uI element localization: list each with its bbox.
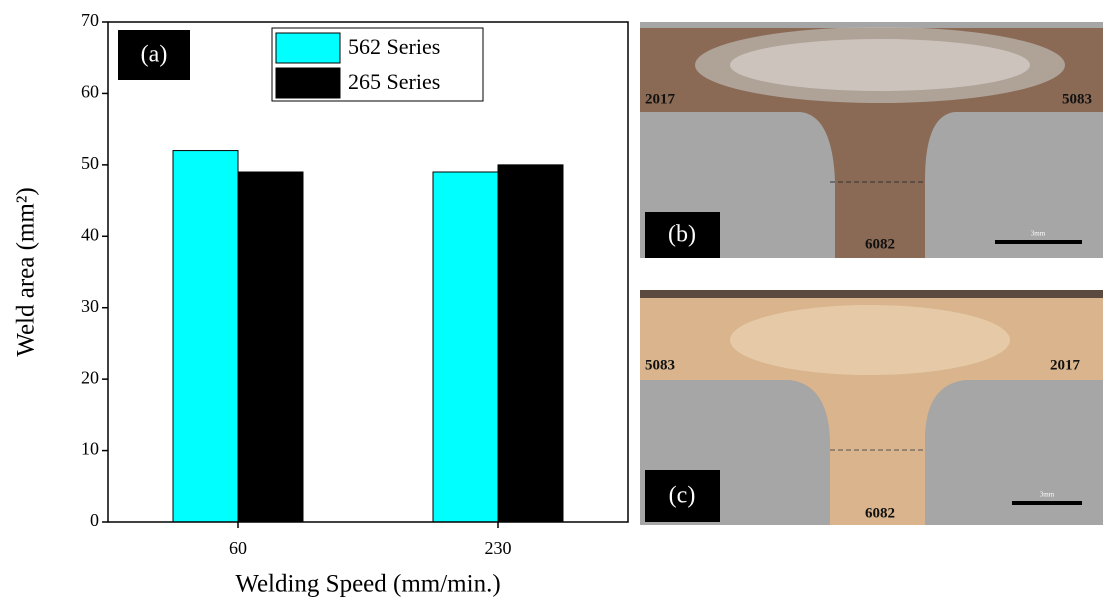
scale-label: 3mm bbox=[1040, 491, 1055, 499]
alloy-label: 5083 bbox=[1062, 91, 1092, 107]
legend-label: 265 Series bbox=[348, 69, 440, 94]
y-tick-label: 70 bbox=[81, 10, 99, 30]
x-tick-label: 60 bbox=[229, 538, 247, 558]
y-tick-label: 0 bbox=[90, 510, 99, 530]
y-tick-label: 50 bbox=[81, 153, 99, 173]
y-tick-label: 20 bbox=[81, 367, 99, 387]
x-tick-label: 230 bbox=[485, 538, 512, 558]
y-tick-label: 30 bbox=[81, 296, 99, 316]
bar bbox=[433, 172, 498, 522]
alloy-label: 5083 bbox=[645, 357, 675, 373]
alloy-label: 2017 bbox=[1050, 357, 1081, 373]
x-axis-label: Welding Speed (mm/min.) bbox=[235, 571, 500, 598]
panel-label: (a) bbox=[141, 42, 168, 68]
y-tick-label: 10 bbox=[81, 439, 99, 459]
micrograph-c: (c) 5083 2017 6082 3mm bbox=[640, 290, 1103, 525]
y-tick-label: 40 bbox=[81, 224, 99, 244]
legend-label: 562 Series bbox=[348, 34, 440, 59]
legend-swatch bbox=[276, 68, 340, 98]
panel-label: (c) bbox=[669, 483, 696, 509]
legend-swatch bbox=[276, 33, 340, 63]
figure: (b) 2017 5083 6082 3mm (c) 5083 2017 608… bbox=[0, 0, 1103, 605]
bar bbox=[238, 172, 303, 522]
y-tick-label: 60 bbox=[81, 82, 99, 102]
alloy-label: 2017 bbox=[645, 91, 676, 107]
alloy-label: 6082 bbox=[865, 236, 895, 252]
micrograph-b: (b) 2017 5083 6082 3mm bbox=[640, 22, 1103, 258]
panel-label: (b) bbox=[668, 222, 696, 248]
y-axis-label: Weld area (mm²) bbox=[13, 187, 40, 356]
bar bbox=[173, 151, 238, 522]
bar bbox=[498, 165, 563, 522]
alloy-label: 6082 bbox=[865, 505, 895, 521]
scale-label: 3mm bbox=[1031, 230, 1046, 238]
